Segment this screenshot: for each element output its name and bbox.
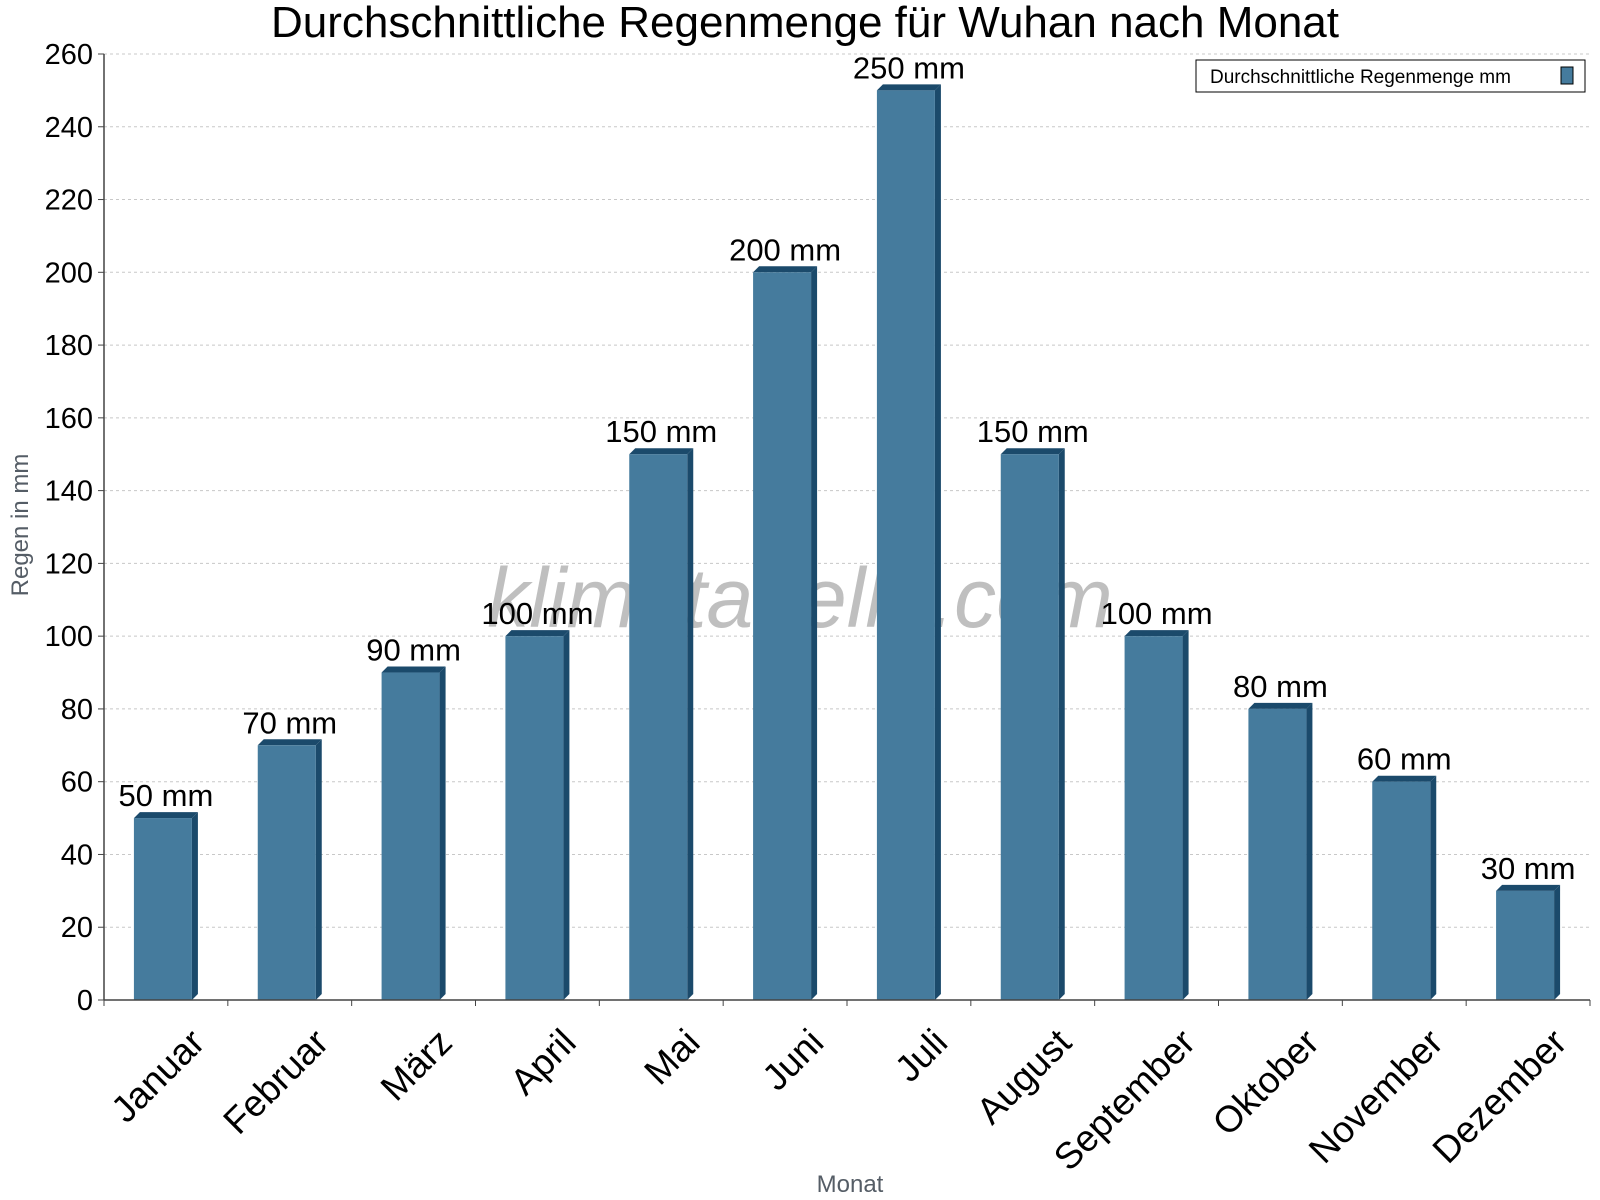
bar-top	[133, 812, 198, 819]
y-tick-label: 260	[45, 39, 93, 71]
bars	[133, 84, 1561, 1000]
data-label: 250 mm	[853, 50, 965, 85]
x-tick-label: August	[969, 1021, 1080, 1132]
bar-side	[811, 266, 818, 1000]
y-tick-label: 20	[61, 912, 93, 944]
bar	[753, 266, 818, 1000]
data-label: 90 mm	[366, 633, 461, 668]
x-tick-labels: Januar Februar März April Mai Juni Juli AugustS…	[103, 1021, 1574, 1178]
x-tick-label: Juli	[887, 1021, 955, 1089]
bar-top	[1372, 775, 1437, 782]
x-axis-label: Monat	[817, 1171, 884, 1198]
y-tick-labels: 0 20 40 60 80 100 120 140 160 180 200 220 240 260	[45, 39, 93, 1017]
bar	[257, 739, 322, 1000]
bar-top	[753, 266, 818, 273]
data-label: 200 mm	[729, 232, 841, 267]
x-tick-label: April	[502, 1021, 583, 1102]
bar-top	[257, 739, 322, 746]
y-tick-label: 160	[45, 403, 93, 435]
bar-side	[687, 448, 694, 1000]
data-label: 50 mm	[119, 778, 214, 813]
y-tick-label: 200	[45, 257, 93, 289]
bar	[1248, 702, 1313, 1000]
axes	[98, 53, 1591, 1006]
bar	[629, 448, 694, 1000]
bar	[1000, 448, 1065, 1000]
bar-side	[1058, 448, 1065, 1000]
bar-top	[629, 448, 694, 455]
y-axis-label: Regen in mm	[7, 454, 34, 597]
bar-side	[934, 84, 941, 1000]
y-tick-label: 180	[45, 330, 93, 362]
bar-side	[1554, 884, 1561, 1000]
bar-front	[876, 90, 935, 1000]
data-label: 30 mm	[1481, 851, 1576, 886]
bar-side	[191, 812, 198, 1000]
bar-top	[876, 84, 941, 91]
bar-front	[133, 818, 192, 1000]
bar	[505, 630, 570, 1000]
bar-top	[1496, 884, 1561, 891]
x-tick-label: Dezember	[1425, 1021, 1575, 1171]
bar-top	[1124, 630, 1189, 637]
data-label: 150 mm	[977, 414, 1089, 449]
y-tick-label: 240	[45, 112, 93, 144]
chart-title: Durchschnittliche Regenmenge für Wuhan n…	[271, 0, 1339, 47]
bar-front	[1000, 454, 1059, 1000]
x-tick-label: November	[1301, 1021, 1451, 1171]
bar-top	[1000, 448, 1065, 455]
bar-front	[1248, 708, 1307, 1000]
y-tick-label: 0	[77, 985, 93, 1017]
x-tick-label: März	[373, 1021, 460, 1108]
data-label: 70 mm	[242, 705, 337, 740]
legend: Durchschnittliche Regenmenge mm	[1195, 59, 1586, 93]
bar	[381, 666, 446, 1000]
bar-top	[1248, 702, 1313, 709]
data-label: 150 mm	[605, 414, 717, 449]
x-tick-label: Januar	[103, 1021, 212, 1130]
bar-front	[1496, 890, 1555, 1000]
y-tick-label: 40	[61, 839, 93, 871]
data-label: 100 mm	[481, 596, 593, 631]
bar	[1496, 884, 1561, 1000]
x-tick-label: Mai	[636, 1021, 707, 1092]
legend-box	[1195, 59, 1586, 93]
bar-top	[381, 666, 446, 673]
bar	[133, 812, 198, 1000]
bar-front	[381, 672, 440, 1000]
y-tick-label: 60	[61, 767, 93, 799]
y-tick-label: 140	[45, 476, 93, 508]
x-tick-label: Juni	[754, 1021, 831, 1098]
legend-entry-label: Durchschnittliche Regenmenge mm	[1210, 67, 1511, 88]
data-labels: 50 mm 70 mm 90 mm 100 mm 150 mm 200 mm 250 mm 1…	[119, 50, 1576, 885]
bar-front	[1372, 781, 1431, 1000]
bar-front	[505, 636, 564, 1000]
bar-side	[1182, 630, 1189, 1000]
y-tick-label: 80	[61, 694, 93, 726]
data-label: 60 mm	[1357, 742, 1452, 777]
bar-front	[1124, 636, 1183, 1000]
bar	[876, 84, 941, 1000]
bar	[1124, 630, 1189, 1000]
y-tick-label: 120	[45, 548, 93, 580]
bar-side	[315, 739, 322, 1000]
bar-front	[629, 454, 688, 1000]
bar-front	[753, 272, 812, 1000]
legend-swatch	[1560, 66, 1574, 85]
bar-side	[563, 630, 570, 1000]
bar-side	[1430, 775, 1437, 1000]
bar-top	[505, 630, 570, 637]
bar-side	[1306, 702, 1313, 1000]
y-tick-label: 220	[45, 185, 93, 217]
data-label: 80 mm	[1233, 669, 1328, 704]
grid-lines	[104, 53, 1590, 928]
x-tick-label: Oktober	[1205, 1021, 1327, 1143]
y-tick-label: 100	[45, 621, 93, 653]
x-tick-label: Februar	[215, 1021, 336, 1142]
bar	[1372, 775, 1437, 1000]
bar-front	[257, 745, 316, 1000]
bar-side	[439, 666, 446, 1000]
data-label: 100 mm	[1101, 596, 1213, 631]
